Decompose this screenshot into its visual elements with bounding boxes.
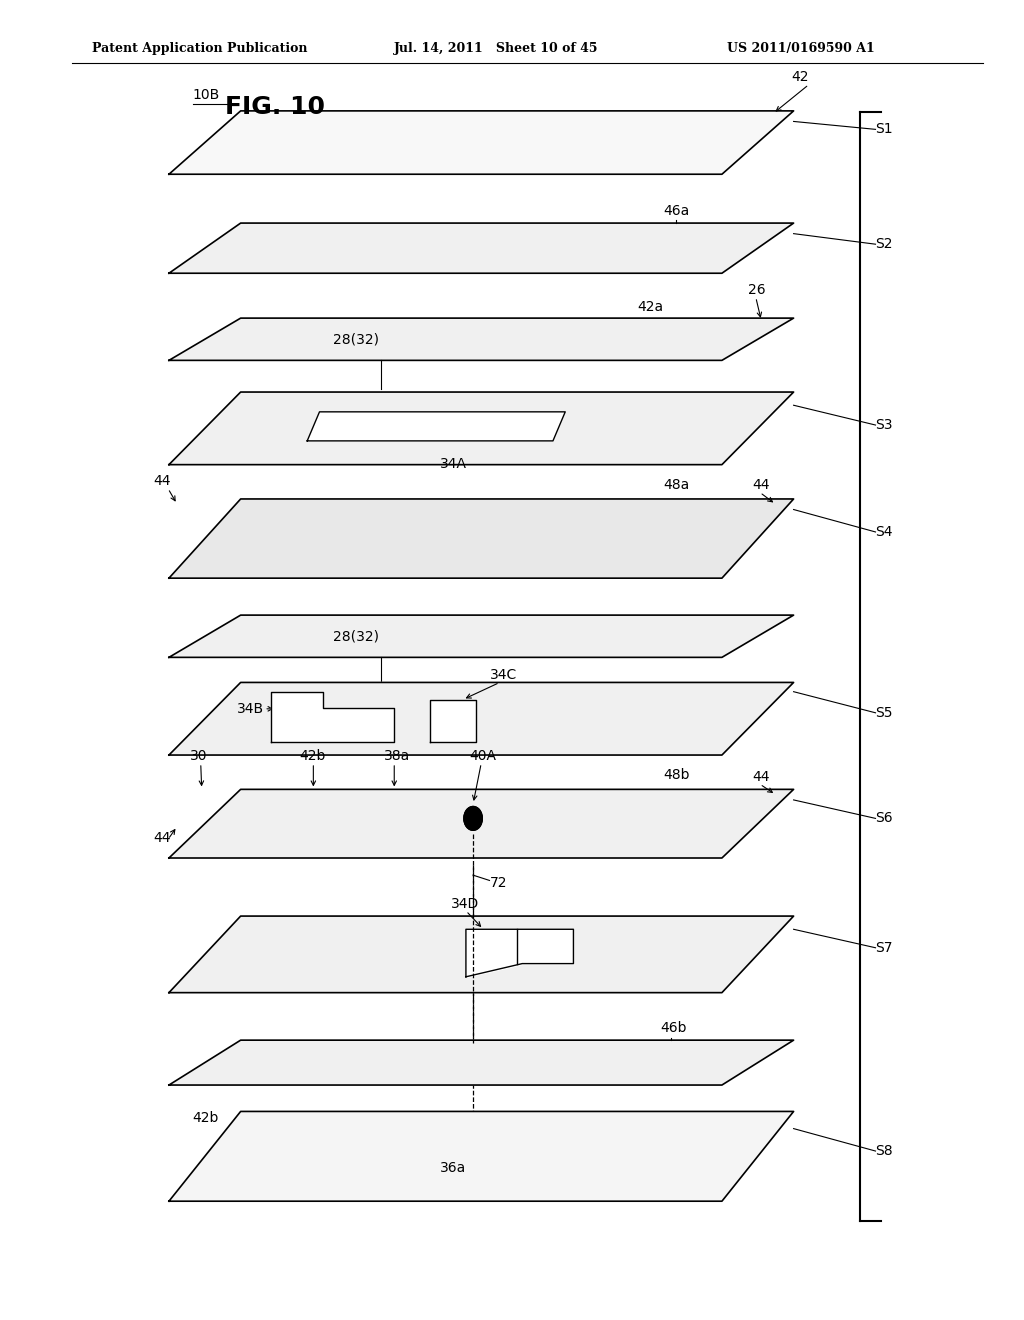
Text: 48a: 48a	[664, 478, 690, 492]
Text: S4: S4	[876, 525, 893, 539]
Polygon shape	[169, 789, 794, 858]
Text: 46a: 46a	[664, 203, 690, 218]
Polygon shape	[169, 682, 794, 755]
Text: 34C: 34C	[489, 668, 517, 682]
Text: 28(32): 28(32)	[333, 630, 379, 643]
Polygon shape	[430, 700, 476, 742]
Text: S8: S8	[876, 1144, 893, 1158]
Polygon shape	[169, 916, 794, 993]
Text: S7: S7	[876, 941, 893, 954]
Text: 34D: 34D	[451, 896, 479, 911]
Text: 38a: 38a	[384, 748, 411, 763]
Text: 40A: 40A	[469, 748, 496, 763]
Polygon shape	[169, 111, 794, 174]
Text: 42: 42	[792, 70, 809, 84]
Text: 44: 44	[154, 830, 171, 845]
Text: 46b: 46b	[660, 1020, 687, 1035]
Text: 10B: 10B	[193, 87, 220, 102]
Text: 72: 72	[489, 876, 507, 891]
Text: US 2011/0169590 A1: US 2011/0169590 A1	[727, 42, 874, 55]
Text: FIG. 10: FIG. 10	[225, 95, 326, 119]
Text: S3: S3	[876, 418, 893, 432]
Text: Patent Application Publication: Patent Application Publication	[92, 42, 307, 55]
Text: 44: 44	[753, 770, 770, 784]
Text: 26: 26	[748, 282, 765, 297]
Text: S2: S2	[876, 238, 893, 251]
Polygon shape	[169, 223, 794, 273]
Polygon shape	[169, 1040, 794, 1085]
Text: 36a: 36a	[440, 1162, 467, 1175]
Polygon shape	[307, 412, 565, 441]
Text: 42b: 42b	[299, 748, 326, 763]
Text: Jul. 14, 2011   Sheet 10 of 45: Jul. 14, 2011 Sheet 10 of 45	[394, 42, 599, 55]
Polygon shape	[466, 929, 573, 977]
Text: 42b: 42b	[193, 1110, 219, 1125]
Text: 42a: 42a	[637, 300, 664, 314]
Text: S5: S5	[876, 706, 893, 719]
Text: 48b: 48b	[664, 768, 690, 783]
Polygon shape	[169, 392, 794, 465]
Polygon shape	[271, 692, 394, 742]
Text: S6: S6	[876, 812, 893, 825]
Text: 44: 44	[154, 474, 171, 488]
Text: 44: 44	[753, 478, 770, 492]
Text: S1: S1	[876, 123, 893, 136]
Text: 30: 30	[189, 748, 207, 763]
Polygon shape	[169, 499, 794, 578]
Polygon shape	[169, 318, 794, 360]
Text: 34A: 34A	[440, 457, 467, 471]
Polygon shape	[169, 1111, 794, 1201]
Text: 28(32): 28(32)	[333, 333, 379, 346]
Text: 34B: 34B	[238, 702, 264, 715]
Polygon shape	[169, 615, 794, 657]
Circle shape	[464, 807, 482, 830]
